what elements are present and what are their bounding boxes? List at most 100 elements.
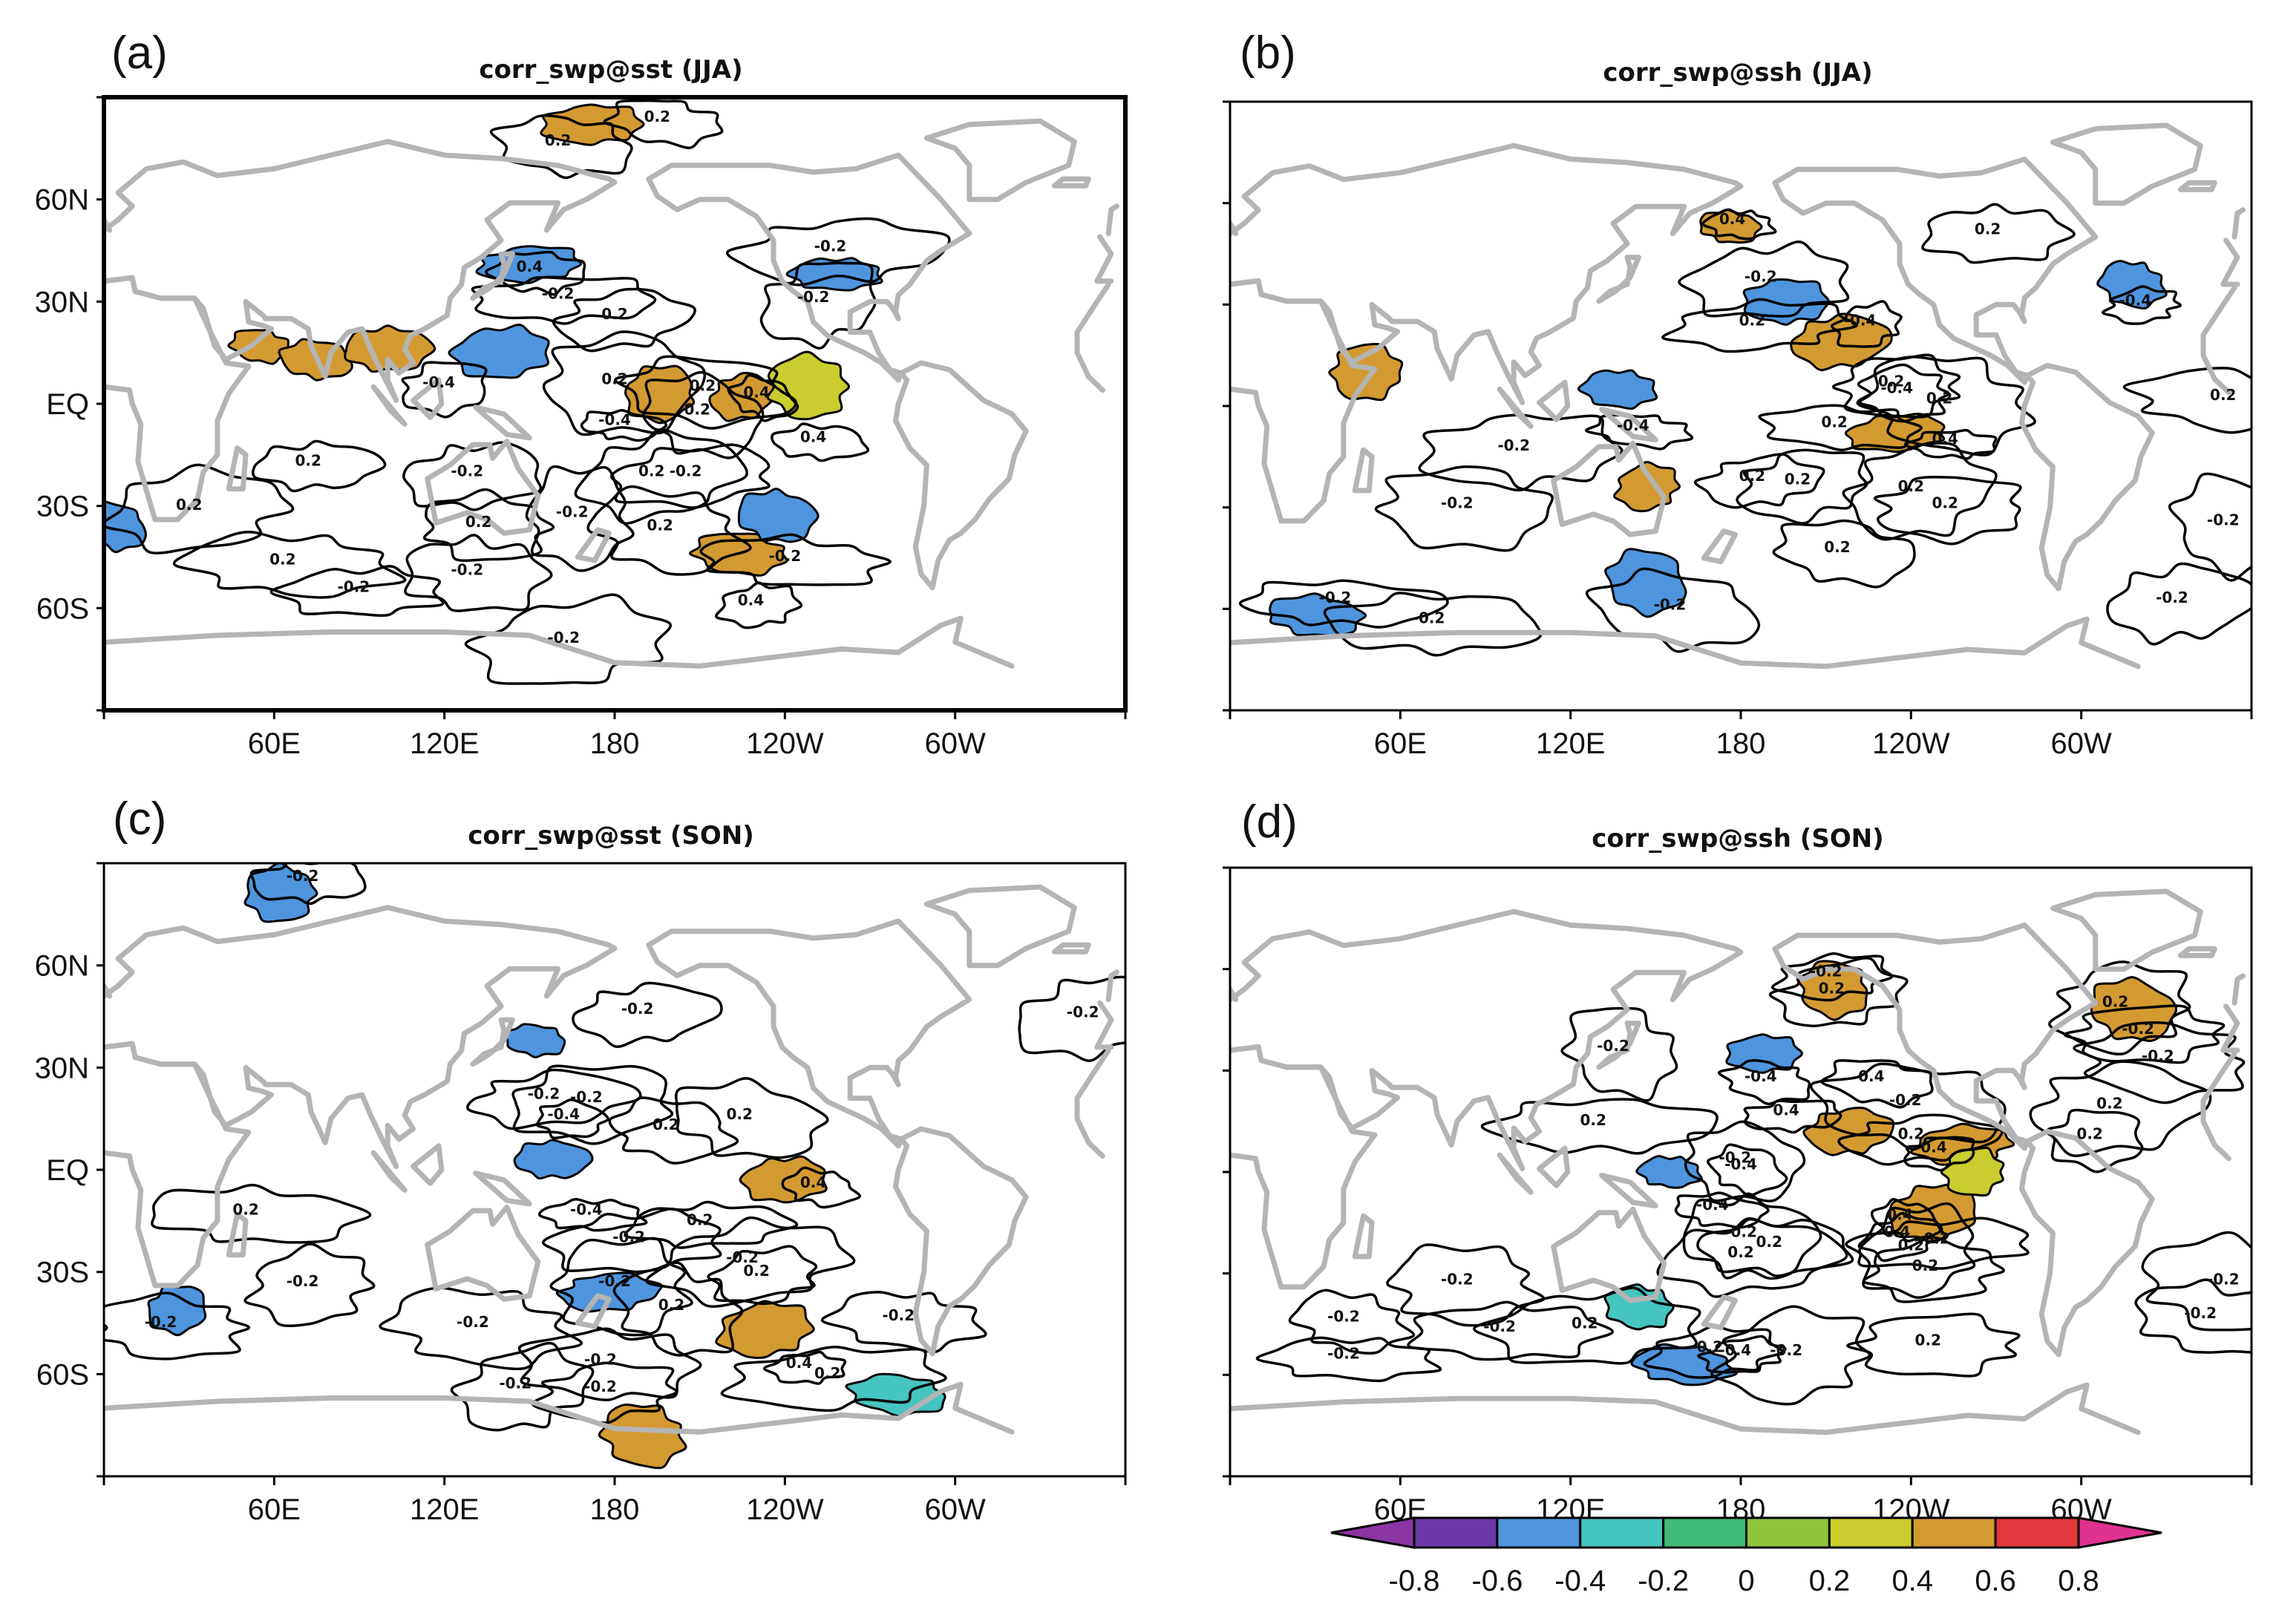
contour-label: -0.2 [1917, 1230, 1950, 1248]
contour-line [269, 565, 445, 618]
shaded-region [1940, 1146, 2005, 1197]
contour-label: -0.2 [814, 237, 847, 255]
contour-label: 0.2 [1785, 471, 1811, 488]
colorbar-tick-label: 0.8 [2058, 1565, 2099, 1597]
contour-line [609, 443, 771, 509]
contour-label: -0.2 [797, 288, 830, 306]
contour-label: 0.2 [687, 1211, 713, 1228]
contour-label: -0.2 [1441, 494, 1474, 512]
land-outline [104, 884, 1119, 1435]
contour-line [720, 1345, 947, 1412]
colorbar-tick-label: -0.4 [1554, 1565, 1606, 1597]
contour-line [762, 1350, 847, 1385]
shaded-region [1577, 369, 1658, 410]
contour-line [1696, 1217, 1854, 1277]
contour-label: 0.2 [726, 1105, 752, 1123]
y-tick-label: EQ [46, 388, 89, 421]
contour-line [1661, 298, 1858, 353]
colorbar-tick-label: 0.4 [1891, 1565, 1933, 1597]
contour-label: 0.2 [232, 1201, 258, 1219]
colorbar-tick-label: -0.8 [1389, 1565, 1440, 1597]
contour-line [1736, 448, 1868, 525]
panel-title: corr_swp@ssh (SON) [1592, 824, 1883, 854]
contour-label: 0.2 [2096, 1094, 2122, 1112]
contour-label: 0.4 [1858, 1067, 1884, 1085]
contour-label: 0.2 [1898, 1237, 1924, 1254]
y-tick-label: 60S [36, 1358, 89, 1391]
contour-line [1238, 579, 1449, 629]
contour-line [1674, 1191, 1770, 1229]
contour-label: 0.2 [743, 1262, 769, 1280]
contour-line [2102, 285, 2182, 325]
contour-line [1921, 203, 2076, 264]
contour-line [725, 217, 951, 287]
contour-label: 0.2 [1580, 1111, 1606, 1129]
contour-label: 0.2 [1926, 389, 1952, 407]
contour-label: -0.2 [1724, 1223, 1757, 1241]
contour-label: 0.4 [1932, 430, 1958, 448]
contour-label: -0.2 [726, 1248, 759, 1266]
contour-label: -0.2 [1690, 1337, 1723, 1355]
contour-line [1407, 1300, 1614, 1361]
contour-line [1771, 952, 1894, 1002]
x-tick-label: 120W [746, 727, 824, 760]
contour-label: 0.2 [545, 131, 571, 149]
contour-line [1845, 1217, 2030, 1270]
contour-label: 0.2 [1975, 220, 2001, 238]
contour-label: 0.2 [1824, 538, 1850, 556]
contour-label: 0.4 [786, 1354, 812, 1372]
panel-title: corr_swp@sst (SON) [468, 821, 754, 851]
colorbar-tick-label: 0.6 [1975, 1565, 2016, 1597]
contour-label: 0.2 [644, 108, 670, 125]
contour-label: 0.4 [1886, 1206, 1912, 1224]
contour-label: -0.2 [621, 1000, 654, 1018]
x-tick-label: 120W [1872, 727, 1950, 760]
contour-line [612, 1261, 744, 1357]
contour-label: 0.2 [1739, 467, 1765, 485]
panel-label: (a) [111, 27, 168, 79]
contour-line [572, 981, 723, 1048]
contour-label: -0.4 [598, 410, 631, 428]
contour-label: -0.2 [1810, 963, 1842, 980]
contour-label: -0.2 [1654, 595, 1687, 613]
contour-line [2168, 472, 2252, 582]
contour-label: 0.4 [1719, 210, 1745, 228]
contour-line [1707, 1143, 1788, 1197]
contour-label: -0.2 [2142, 1047, 2174, 1065]
contour-line [471, 275, 657, 325]
contour-line [1862, 1236, 2005, 1303]
contour-line [2046, 1108, 2144, 1173]
contour-label: -0.2 [556, 502, 589, 520]
contour-label: -0.2 [882, 1306, 915, 1324]
land-outline [1230, 122, 2246, 669]
contour-label: -0.2 [457, 1313, 489, 1331]
contour-label: 0.2 [1898, 1124, 1924, 1142]
colorbar-bin [1745, 1516, 1831, 1549]
contour-label: -0.2 [2184, 1304, 2217, 1322]
contour-line [422, 488, 555, 563]
contour-label: 0.2 [269, 551, 295, 569]
contour-line [1480, 1098, 1719, 1155]
shaded-region [243, 863, 318, 923]
contour-label: -0.4 [422, 373, 455, 391]
contour-line [531, 1361, 678, 1424]
contour-label: -0.2 [584, 1350, 617, 1368]
contour-label: -0.2 [145, 1313, 177, 1331]
panel-title: corr_swp@ssh (JJA) [1603, 58, 1872, 88]
panel-title: corr_swp@sst (JJA) [479, 55, 742, 85]
contour-label: -0.2 [1889, 1091, 1922, 1109]
contour-label: 0.2 [647, 517, 673, 534]
contour-label: -0.4 [1880, 379, 1913, 397]
contour-label: 0.2 [690, 377, 716, 395]
contour-label: -0.4 [547, 1105, 580, 1123]
contour-label: 0.4 [800, 428, 826, 445]
contour-line [1837, 1113, 2004, 1166]
contour-label: 0.2 [1756, 1233, 1782, 1251]
contour-label: 0.2 [1821, 413, 1847, 430]
contour-label: -0.4 [2119, 291, 2151, 309]
shaded-region [513, 1139, 594, 1180]
contour-line [781, 1166, 861, 1209]
contour-label: 0.4 [743, 384, 769, 402]
contour-label: -0.2 [570, 1088, 603, 1106]
